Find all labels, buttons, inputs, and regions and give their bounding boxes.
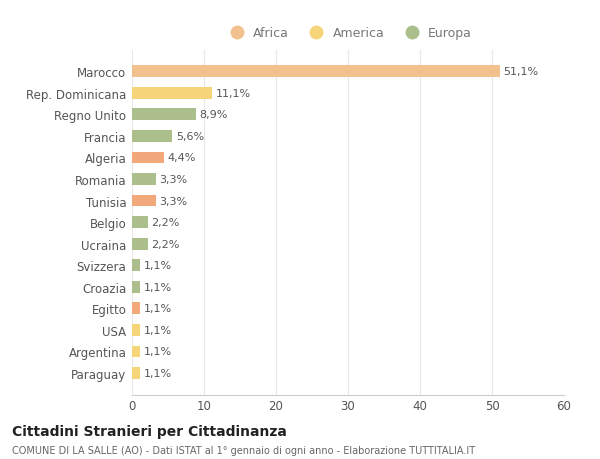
Text: 1,1%: 1,1% — [143, 325, 172, 335]
Bar — [132, 131, 172, 142]
Bar — [132, 217, 148, 229]
Text: 2,2%: 2,2% — [151, 218, 180, 228]
Text: COMUNE DI LA SALLE (AO) - Dati ISTAT al 1° gennaio di ogni anno - Elaborazione T: COMUNE DI LA SALLE (AO) - Dati ISTAT al … — [12, 445, 475, 455]
Bar — [132, 88, 212, 100]
Text: 1,1%: 1,1% — [143, 347, 172, 357]
Text: 8,9%: 8,9% — [200, 110, 228, 120]
Text: 1,1%: 1,1% — [143, 368, 172, 378]
Text: 51,1%: 51,1% — [503, 67, 539, 77]
Text: 3,3%: 3,3% — [160, 196, 187, 206]
Bar — [132, 260, 140, 272]
Bar — [132, 109, 196, 121]
Text: 11,1%: 11,1% — [215, 89, 251, 99]
Bar — [132, 367, 140, 379]
Bar — [132, 324, 140, 336]
Text: 4,4%: 4,4% — [167, 153, 196, 163]
Legend: Africa, America, Europa: Africa, America, Europa — [219, 22, 477, 45]
Text: 1,1%: 1,1% — [143, 304, 172, 313]
Text: 1,1%: 1,1% — [143, 261, 172, 271]
Bar — [132, 238, 148, 250]
Text: 5,6%: 5,6% — [176, 132, 204, 141]
Text: 2,2%: 2,2% — [151, 239, 180, 249]
Bar — [132, 303, 140, 314]
Bar — [132, 152, 164, 164]
Bar — [132, 174, 156, 185]
Bar — [132, 195, 156, 207]
Bar — [132, 346, 140, 358]
Text: 1,1%: 1,1% — [143, 282, 172, 292]
Text: 3,3%: 3,3% — [160, 174, 187, 185]
Text: Cittadini Stranieri per Cittadinanza: Cittadini Stranieri per Cittadinanza — [12, 425, 287, 438]
Bar — [132, 66, 500, 78]
Bar — [132, 281, 140, 293]
